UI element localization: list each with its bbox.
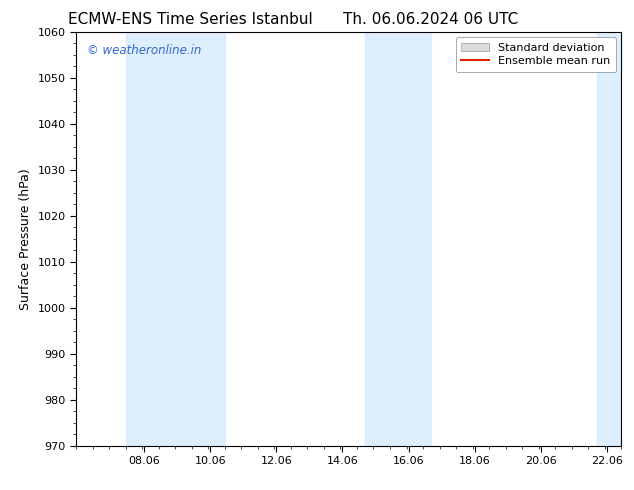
Bar (126, 32, 191, 446)
Bar (191, 32, 225, 446)
Bar (597, 32, 621, 446)
Y-axis label: Surface Pressure (hPa): Surface Pressure (hPa) (19, 168, 32, 310)
Bar (398, 32, 431, 446)
Text: Th. 06.06.2024 06 UTC: Th. 06.06.2024 06 UTC (344, 12, 519, 27)
Bar (365, 32, 398, 446)
Text: © weatheronline.in: © weatheronline.in (87, 44, 202, 57)
Text: ECMW-ENS Time Series Istanbul: ECMW-ENS Time Series Istanbul (68, 12, 313, 27)
Legend: Standard deviation, Ensemble mean run: Standard deviation, Ensemble mean run (456, 37, 616, 72)
